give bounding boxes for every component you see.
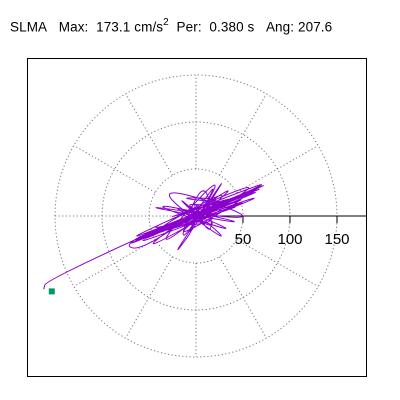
marker-group	[48, 288, 55, 295]
grid-spoke-330	[236, 239, 319, 287]
grid-spoke-210	[73, 239, 156, 287]
max-value: 173.1	[96, 19, 131, 35]
plot-frame	[27, 58, 367, 377]
tick-label-50: 50	[235, 231, 252, 248]
grid-spoke-120	[125, 93, 173, 176]
trace-group	[43, 183, 264, 290]
grid-spoke-150	[73, 145, 156, 193]
angle-value: 207.6	[297, 19, 333, 35]
radial-axis: 50 100 150	[196, 215, 366, 248]
max-unit-exponent: 2	[163, 17, 169, 28]
grid-spoke-240	[125, 256, 173, 339]
period-label: Per:	[176, 19, 202, 35]
max-label: Max:	[58, 19, 89, 35]
station-label: SLMA	[10, 19, 48, 35]
period-value: 0.380 s	[209, 19, 255, 35]
peak-marker	[48, 288, 55, 295]
tick-label-100: 100	[277, 231, 302, 248]
grid-spoke-30	[236, 145, 319, 193]
grid-spoke-300	[219, 256, 267, 339]
grid-spoke-60	[219, 93, 267, 176]
orbit-trace	[43, 183, 264, 290]
tick-label-150: 150	[324, 231, 349, 248]
angle-label: Ang:	[265, 19, 295, 35]
max-unit: cm/s	[134, 19, 164, 35]
chart-title: SLMA Max: 173.1 cm/s2 Per: 0.380 s Ang: …	[10, 17, 333, 35]
